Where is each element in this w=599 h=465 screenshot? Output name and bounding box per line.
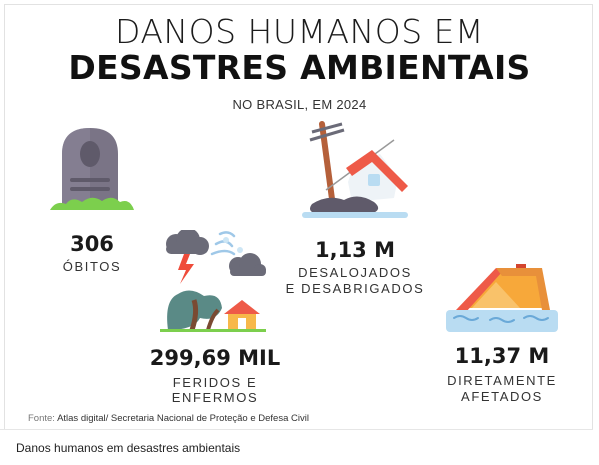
feridos-label-line-1: FERIDOS E	[172, 375, 258, 390]
source-text: Atlas digital/ Secretaria Nacional de Pr…	[57, 413, 309, 424]
source-note: Fonte: Atlas digital/ Secretaria Naciona…	[28, 413, 309, 424]
feridos-value: 299,69 MIL	[149, 346, 281, 370]
desalojados-label-line-2: E DESABRIGADOS	[285, 281, 425, 296]
caption-text: Danos humanos em desastres ambientais	[16, 441, 241, 455]
source-lead: Fonte:	[28, 413, 55, 424]
title-line-2: DESASTRES AMBIENTAIS	[68, 48, 531, 87]
afetados-label-line-1: DIRETAMENTE	[447, 373, 557, 388]
obitos-label: ÓBITOS	[62, 259, 122, 274]
flooded-house-icon	[446, 264, 558, 332]
obitos-value: 306	[70, 232, 114, 256]
subtitle: NO BRASIL, EM 2024	[232, 97, 367, 112]
caption-bar: Danos humanos em desastres ambientais	[0, 429, 593, 460]
desalojados-value: 1,13 M	[314, 238, 396, 262]
storm-icon	[160, 230, 266, 332]
tombstone-icon	[50, 128, 134, 210]
collapsed-house-icon	[302, 121, 408, 218]
desalojados-label-line-1: DESALOJADOS	[298, 265, 412, 280]
feridos-label-line-2: ENFERMOS	[171, 390, 259, 405]
afetados-value: 11,37 M	[454, 344, 550, 368]
title-line-1: DANOS HUMANOS EM	[115, 12, 484, 51]
afetados-label-line-2: AFETADOS	[461, 389, 543, 404]
